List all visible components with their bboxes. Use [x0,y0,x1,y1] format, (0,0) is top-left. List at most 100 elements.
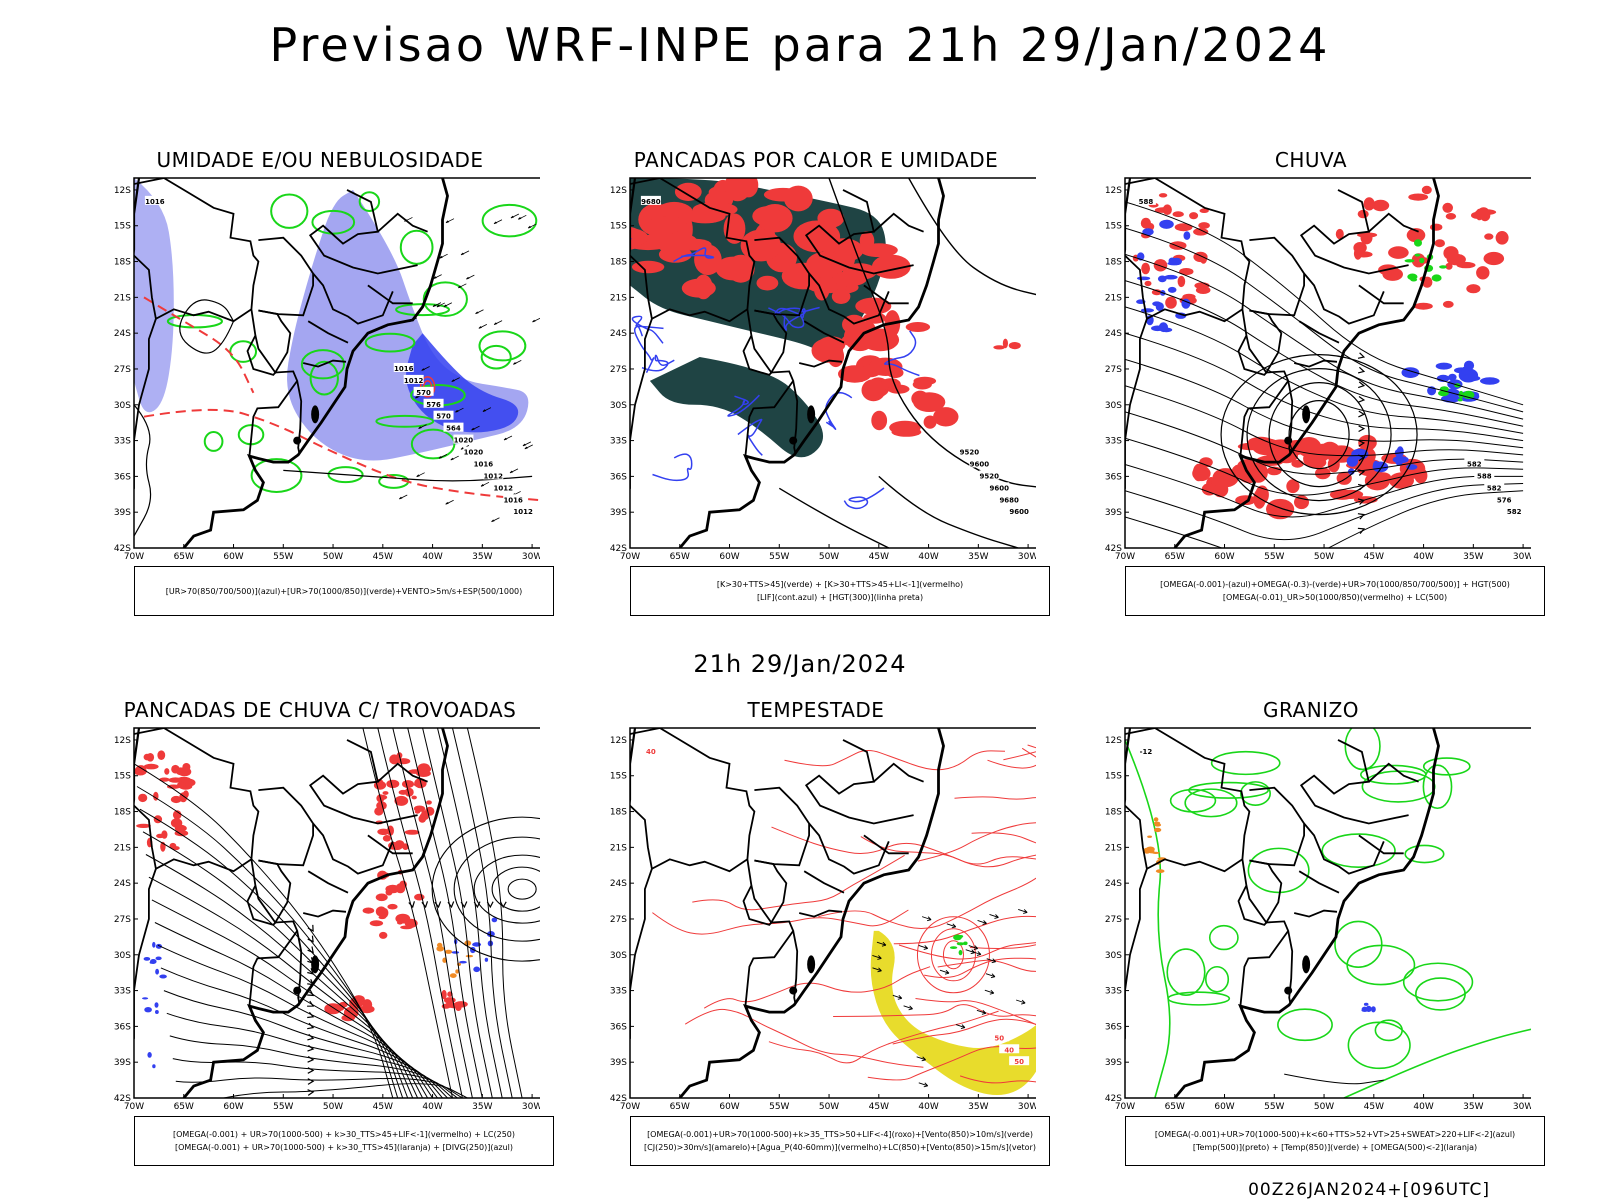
contour-label: 50 [994,1034,1004,1042]
convection-red-area [386,779,400,789]
low-level-humidity-contour [300,349,346,380]
flow-arrow [1357,483,1366,491]
lat-label: 33S [610,437,627,447]
geopotential-300-line [878,475,1019,548]
lat-label: 42S [114,1094,131,1104]
low-level-streamline [916,916,990,994]
rain-red-area [1158,193,1168,198]
convection-red-area [417,763,430,773]
lat-label: 33S [1105,437,1122,447]
temp-850-contour [1204,965,1230,993]
precipitable-water-contour [917,822,1048,862]
border-line [808,272,890,325]
anticyclone-streamline [507,878,537,900]
border-line [754,786,810,867]
border-line [630,318,653,491]
wind-vector [445,218,455,224]
rain-blue-area [1137,276,1151,281]
jet-stream-area [870,930,1048,1095]
lon-label: 35W [968,552,988,562]
geopotential-300-line [908,178,1048,299]
rain-red-area [1388,246,1409,259]
rain-red-area [1189,212,1199,220]
contour-label-bg [493,482,514,492]
contour-label: 50 [1014,1058,1024,1066]
temp-500-contour [1284,1073,1384,1085]
border-line [248,920,299,1007]
divergence-blue-area [459,960,467,964]
rain-red-area [1475,209,1497,216]
lifted-index-contour [825,391,853,430]
flow-arrow [1358,425,1366,433]
precipitable-water-contour [768,1010,999,1064]
legend-box: [K>30+TTS>45](verde) + [K>30+TTS>45+LI<-… [630,566,1050,616]
lon-label: 30W [1513,1102,1531,1112]
flow-arrow [307,1056,315,1063]
lon-label: 70W [124,552,144,562]
precipitable-water-contour [784,750,1006,771]
coastline-east [182,178,449,548]
lagoa-dos-patos [311,405,320,424]
contour-label-bg [473,458,494,468]
lat-label: 12S [114,186,131,196]
rain-red-area [1249,467,1260,477]
lifted-index-contour [768,306,820,329]
lifted-index-contour [727,394,760,417]
map-background [134,728,552,1098]
convection-red-area [377,828,390,835]
precipitable-water-contour [771,826,1040,865]
streamline [1125,490,1524,548]
lagoa-mirim [293,986,302,995]
lon-label: 70W [620,552,640,562]
rain-blue-area [1157,275,1167,283]
lon-label: 40W [1413,552,1433,562]
precipitable-water-contour [959,1075,1048,1085]
border-line [258,236,314,317]
contour-label: 570 [436,413,451,421]
lagoa-mirim [1284,986,1293,995]
wind-vector [916,1056,927,1062]
rain-red-area [1466,284,1481,294]
contour-label-bg [403,374,424,384]
streamline [1125,332,1524,442]
contour-label-bg [453,434,474,444]
border-line [1293,909,1338,918]
border-line [1368,762,1419,783]
rain-red-area [1360,231,1373,245]
coastline-east [182,728,449,1098]
border-line [804,189,914,275]
streamline [145,854,414,1098]
lon-label: 50W [323,552,343,562]
divergence-blue-area [143,957,151,961]
contour-label-bg [503,494,524,504]
temp-850-contour [1422,764,1453,810]
convection-red-area [382,835,391,842]
lat-label: 30S [114,401,131,411]
streamline [175,1077,463,1098]
convection-red-area [135,765,147,774]
lon-label: 65W [174,552,194,562]
flow-arrow [460,901,468,909]
border-line [1249,236,1305,317]
border-line [1298,320,1340,344]
lat-label: 27S [610,915,627,925]
lat-label: 39S [610,1058,627,1068]
country-borders [1125,178,1440,548]
rain-red-area [1476,266,1490,280]
lat-label: 15S [610,772,627,782]
wind-vector [903,1005,913,1011]
wind-vector [986,958,997,964]
country-borders [630,178,945,548]
border-line [258,786,314,867]
border-line [792,930,799,1003]
precipitable-water-contour [898,940,1048,960]
temp-850-contour [1422,757,1471,776]
weather-map: 9680 9600 9680 9600 9520 9600 9520 12S 15S 18S 21S… [610,177,1049,562]
border-line [308,189,418,275]
contour-label-bg [413,386,434,396]
rain-red-area [1154,207,1171,213]
legend-box: [OMEGA(-0.001)+UR>70(1000-500)+k<60+TTS>… [1125,1116,1545,1166]
lat-label: 15S [114,222,131,232]
lon-label: 55W [1264,1102,1284,1112]
border-line [630,178,788,375]
